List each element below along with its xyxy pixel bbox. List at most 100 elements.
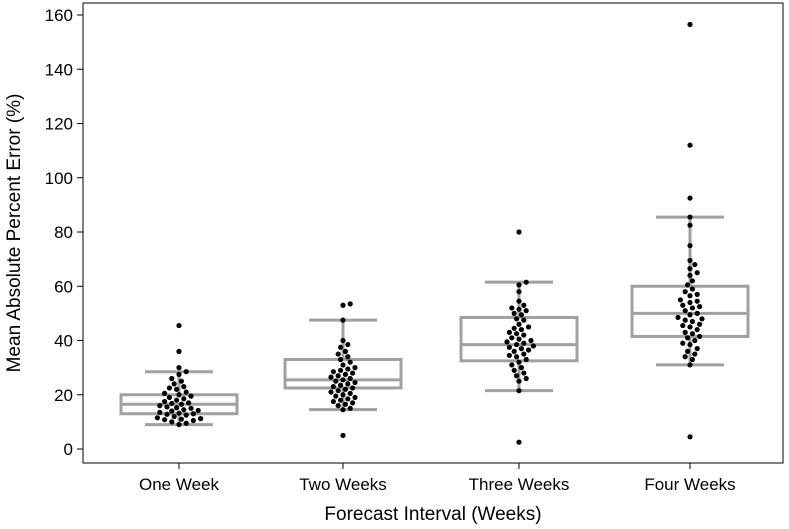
point-2-39 bbox=[521, 302, 527, 308]
point-3-4 bbox=[692, 351, 698, 357]
point-1-17 bbox=[330, 384, 336, 390]
point-1-40 bbox=[340, 337, 346, 344]
point-3-6 bbox=[694, 346, 700, 352]
point-1-10 bbox=[333, 393, 339, 399]
point-1-12 bbox=[347, 390, 353, 396]
point-0-40 bbox=[176, 365, 182, 371]
point-3-24 bbox=[682, 308, 688, 314]
point-2-5 bbox=[521, 370, 527, 376]
point-3-14 bbox=[694, 327, 700, 333]
point-3-12 bbox=[689, 331, 696, 337]
y-tick-label-140: 140 bbox=[45, 60, 73, 79]
point-2-14 bbox=[511, 348, 517, 354]
y-tick-label-160: 160 bbox=[45, 6, 73, 25]
point-0-38 bbox=[176, 371, 182, 378]
point-0-8 bbox=[171, 413, 177, 420]
point-3-23 bbox=[694, 310, 700, 316]
point-1-43 bbox=[347, 301, 353, 307]
point-1-18 bbox=[338, 382, 344, 388]
point-2-44 bbox=[516, 229, 522, 235]
point-0-4 bbox=[162, 417, 168, 423]
point-3-27 bbox=[680, 302, 686, 308]
point-0-41 bbox=[176, 348, 182, 354]
point-1-37 bbox=[342, 348, 348, 354]
x-tick-label-3: Four Weeks bbox=[644, 475, 735, 494]
point-2-34 bbox=[518, 312, 525, 318]
point-2-27 bbox=[506, 329, 512, 335]
point-3-3 bbox=[682, 354, 688, 360]
point-3-25 bbox=[689, 305, 696, 311]
x-tick-label-1: Two Weeks bbox=[299, 475, 387, 494]
point-2-30 bbox=[526, 324, 532, 330]
point-3-5 bbox=[685, 348, 691, 354]
point-2-1 bbox=[516, 388, 522, 394]
point-3-2 bbox=[689, 356, 696, 363]
point-1-11 bbox=[340, 392, 346, 398]
point-1-26 bbox=[342, 371, 348, 378]
point-3-22 bbox=[687, 312, 693, 318]
point-2-43 bbox=[523, 279, 529, 285]
point-1-20 bbox=[352, 379, 358, 386]
point-2-33 bbox=[514, 316, 520, 322]
point-0-30 bbox=[162, 390, 168, 396]
y-tick-label-100: 100 bbox=[45, 169, 73, 188]
point-1-1 bbox=[340, 407, 346, 413]
point-3-20 bbox=[699, 316, 705, 322]
point-3-44 bbox=[687, 214, 693, 220]
point-1-24 bbox=[328, 374, 334, 380]
point-0-1 bbox=[183, 420, 189, 426]
point-2-32 bbox=[521, 317, 527, 323]
boxes bbox=[119, 215, 750, 427]
point-3-11 bbox=[697, 333, 703, 340]
point-0-28 bbox=[188, 393, 194, 399]
y-tick-label-60: 60 bbox=[54, 277, 73, 296]
point-2-42 bbox=[516, 282, 522, 288]
point-2-7 bbox=[518, 365, 525, 371]
point-1-33 bbox=[347, 359, 353, 365]
point-1-14 bbox=[335, 388, 341, 394]
point-1-0 bbox=[340, 432, 346, 439]
point-1-29 bbox=[338, 367, 344, 373]
point-1-2 bbox=[347, 405, 353, 411]
point-3-1 bbox=[687, 362, 693, 368]
point-2-12 bbox=[506, 352, 512, 359]
point-1-22 bbox=[340, 377, 346, 383]
point-0-26 bbox=[181, 396, 187, 402]
point-3-9 bbox=[692, 337, 698, 344]
point-0-14 bbox=[169, 408, 175, 414]
point-1-6 bbox=[330, 398, 336, 405]
point-3-19 bbox=[682, 317, 688, 323]
point-0-3 bbox=[190, 417, 196, 424]
point-3-33 bbox=[682, 289, 688, 295]
point-2-28 bbox=[518, 327, 525, 333]
point-2-15 bbox=[526, 347, 532, 353]
point-3-31 bbox=[687, 293, 693, 299]
point-3-43 bbox=[687, 222, 693, 228]
point-0-9 bbox=[183, 412, 189, 418]
point-0-39 bbox=[183, 369, 189, 375]
point-0-23 bbox=[186, 400, 192, 406]
point-3-0 bbox=[687, 434, 693, 440]
point-2-37 bbox=[516, 306, 522, 312]
y-tick-label-20: 20 bbox=[54, 386, 73, 405]
point-2-0 bbox=[516, 439, 522, 445]
point-0-31 bbox=[183, 389, 189, 395]
point-3-16 bbox=[680, 322, 686, 329]
point-0-16 bbox=[181, 407, 187, 413]
point-2-36 bbox=[523, 308, 529, 314]
y-tick-label-40: 40 bbox=[54, 332, 73, 351]
point-0-32 bbox=[174, 386, 180, 392]
point-0-12 bbox=[176, 410, 182, 416]
point-1-23 bbox=[347, 375, 353, 382]
point-1-30 bbox=[345, 366, 351, 372]
point-2-35 bbox=[511, 310, 517, 316]
point-0-25 bbox=[174, 397, 180, 403]
point-3-35 bbox=[685, 282, 691, 288]
point-0-36 bbox=[178, 378, 184, 384]
point-2-25 bbox=[521, 332, 527, 338]
point-0-2 bbox=[169, 419, 175, 425]
point-1-4 bbox=[342, 401, 348, 407]
point-3-29 bbox=[694, 298, 700, 304]
point-1-21 bbox=[333, 378, 339, 384]
